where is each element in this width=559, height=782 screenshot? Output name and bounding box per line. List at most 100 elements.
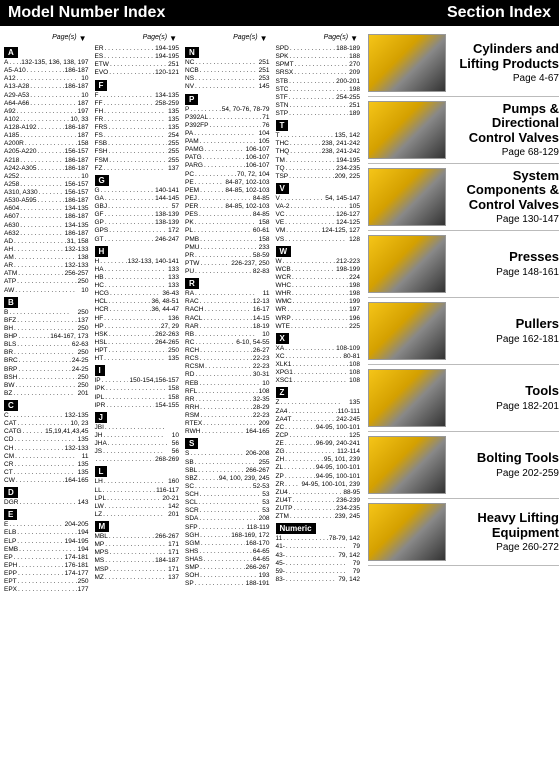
index-entry[interactable]: A630. . . . . . . . . . . . . . . . .134… bbox=[4, 222, 89, 230]
index-entry[interactable]: BR. . . . . . . . . . . . . . . . .250 bbox=[4, 349, 89, 357]
index-entry[interactable]: FH. . . . . . . . . . . . . . . . .135 bbox=[95, 108, 180, 116]
index-entry[interactable]: WMC. . . . . . . . . . . . . . . . .199 bbox=[276, 298, 361, 306]
index-entry[interactable]: CH. . . . . . . . . . . . . . . . .132-1… bbox=[4, 445, 89, 453]
index-entry[interactable]: SCH. . . . . . . . . . . . . . . . .53 bbox=[185, 491, 270, 499]
index-entry[interactable]: A13-A28. . . . . . . . . . . . . . . . .… bbox=[4, 83, 89, 91]
index-entry[interactable]: HP. . . . . . . . . . . . . . . . .27, 2… bbox=[95, 323, 180, 331]
index-entry[interactable]: XSC1. . . . . . . . . . . . . . . . .108 bbox=[276, 377, 361, 385]
index-entry[interactable]: CM. . . . . . . . . . . . . . . . .11 bbox=[4, 453, 89, 461]
index-entry[interactable]: GP. . . . . . . . . . . . . . . . .138-1… bbox=[95, 219, 180, 227]
index-entry[interactable]: RWH. . . . . . . . . . . . . . . . .164-… bbox=[185, 428, 270, 436]
index-entry[interactable]: ZC. . . . . . . . . . . . . . . . .94-95… bbox=[276, 424, 361, 432]
index-entry[interactable]: AW. . . . . . . . . . . . . . . . .10 bbox=[4, 287, 89, 295]
index-entry[interactable]: NCB. . . . . . . . . . . . . . . . .251 bbox=[185, 67, 270, 75]
category-row[interactable]: PressesPage 148-161 bbox=[368, 231, 559, 298]
index-entry[interactable]: FS. . . . . . . . . . . . . . . . .254 bbox=[95, 132, 180, 140]
index-entry[interactable]: VC. . . . . . . . . . . . . . . . .126-1… bbox=[276, 211, 361, 219]
index-entry[interactable]: SGM. . . . . . . . . . . . . . . . .168-… bbox=[185, 540, 270, 548]
index-entry[interactable]: A29-A53. . . . . . . . . . . . . . . . .… bbox=[4, 92, 89, 100]
index-entry[interactable]: SHS. . . . . . . . . . . . . . . . .64-6… bbox=[185, 548, 270, 556]
index-entry[interactable]: P392AL. . . . . . . . . . . . . . . . .7… bbox=[185, 114, 270, 122]
index-entry[interactable]: P392FP. . . . . . . . . . . . . . . . .7… bbox=[185, 122, 270, 130]
index-entry[interactable]: HT. . . . . . . . . . . . . . . . .135 bbox=[95, 355, 180, 363]
index-entry[interactable]: RCSM. . . . . . . . . . . . . . . . .22-… bbox=[185, 363, 270, 371]
index-entry[interactable]: 41-. . . . . . . . . . . . . . . . .79 bbox=[276, 543, 361, 551]
index-entry[interactable]: ZCP. . . . . . . . . . . . . . . . .125 bbox=[276, 432, 361, 440]
index-entry[interactable]: NC. . . . . . . . . . . . . . . . .251 bbox=[185, 59, 270, 67]
index-entry[interactable]: SPD. . . . . . . . . . . . . . . . .188-… bbox=[276, 45, 361, 53]
index-entry[interactable]: 59-. . . . . . . . . . . . . . . . .79 bbox=[276, 568, 361, 576]
index-entry[interactable]: 43-. . . . . . . . . . . . . . . . .79, … bbox=[276, 552, 361, 560]
category-row[interactable]: ToolsPage 182-201 bbox=[368, 365, 559, 432]
dropdown-icon[interactable]: ▼ bbox=[169, 34, 177, 43]
index-entry[interactable]: LZ. . . . . . . . . . . . . . . . .201 bbox=[95, 511, 180, 519]
index-entry[interactable]: RTEX. . . . . . . . . . . . . . . . .209 bbox=[185, 420, 270, 428]
index-entry[interactable]: ZG. . . . . . . . . . . . . . . . .112-1… bbox=[276, 448, 361, 456]
index-entry[interactable]: RCS. . . . . . . . . . . . . . . . .22-2… bbox=[185, 355, 270, 363]
index-entry[interactable]: RSM. . . . . . . . . . . . . . . . .22-2… bbox=[185, 412, 270, 420]
index-entry[interactable]: TSP. . . . . . . . . . . . . . . . .209,… bbox=[276, 173, 361, 181]
index-entry[interactable]: HPT. . . . . . . . . . . . . . . . .250 bbox=[95, 347, 180, 355]
index-entry[interactable]: WHR. . . . . . . . . . . . . . . . .198 bbox=[276, 290, 361, 298]
index-entry[interactable]: HB. . . . . . . . . . . . . . . . .133 bbox=[95, 274, 180, 282]
index-entry[interactable]: MPS. . . . . . . . . . . . . . . . .171 bbox=[95, 549, 180, 557]
index-entry[interactable]: EPP. . . . . . . . . . . . . . . . .174-… bbox=[4, 570, 89, 578]
index-entry[interactable]: A5-A10. . . . . . . . . . . . . . . . .1… bbox=[4, 67, 89, 75]
index-entry[interactable]: ZU4T. . . . . . . . . . . . . . . . .236… bbox=[276, 497, 361, 505]
index-entry[interactable]: ZA4T. . . . . . . . . . . . . . . . .242… bbox=[276, 416, 361, 424]
index-entry[interactable]: ZUTP. . . . . . . . . . . . . . . . .234… bbox=[276, 505, 361, 513]
index-entry[interactable]: PARG. . . . . . . . . . . . . . . . .106… bbox=[185, 162, 270, 170]
index-entry[interactable]: ELB. . . . . . . . . . . . . . . . .194 bbox=[4, 529, 89, 537]
index-entry[interactable]: ATP. . . . . . . . . . . . . . . . .250 bbox=[4, 278, 89, 286]
index-entry[interactable]: HSK. . . . . . . . . . . . . . . . .262-… bbox=[95, 331, 180, 339]
index-entry[interactable]: WCB. . . . . . . . . . . . . . . . .198-… bbox=[276, 266, 361, 274]
index-entry[interactable]: 83-. . . . . . . . . . . . . . . . .79, … bbox=[276, 576, 361, 584]
index-entry[interactable]: ER. . . . . . . . . . . . . . . . .194-1… bbox=[95, 45, 180, 53]
index-entry[interactable]: FF. . . . . . . . . . . . . . . . .258-2… bbox=[95, 100, 180, 108]
index-entry[interactable]: WRP. . . . . . . . . . . . . . . . .196 bbox=[276, 315, 361, 323]
index-entry[interactable]: FSH. . . . . . . . . . . . . . . . .255 bbox=[95, 148, 180, 156]
index-entry[interactable]: ZTM. . . . . . . . . . . . . . . . .239,… bbox=[276, 513, 361, 521]
index-entry[interactable]: SPK. . . . . . . . . . . . . . . . .188 bbox=[276, 53, 361, 61]
index-entry[interactable]: PES. . . . . . . . . . . . . . . . .84-8… bbox=[185, 211, 270, 219]
category-row[interactable]: Cylinders and Lifting ProductsPage 4-67 bbox=[368, 30, 559, 97]
index-entry[interactable]: A200R. . . . . . . . . . . . . . . . .15… bbox=[4, 140, 89, 148]
index-entry[interactable]: JHA. . . . . . . . . . . . . . . . .56 bbox=[95, 440, 180, 448]
index-entry[interactable]: MSP. . . . . . . . . . . . . . . . .171 bbox=[95, 566, 180, 574]
index-entry[interactable]: PAMG. . . . . . . . . . . . . . . . .106… bbox=[185, 146, 270, 154]
index-entry[interactable]: A252. . . . . . . . . . . . . . . . .10 bbox=[4, 173, 89, 181]
index-entry[interactable]: ATM. . . . . . . . . . . . . . . . .256-… bbox=[4, 270, 89, 278]
index-entry[interactable]: SP. . . . . . . . . . . . . . . . .188-1… bbox=[185, 580, 270, 588]
index-entry[interactable]: LW. . . . . . . . . . . . . . . . .142 bbox=[95, 503, 180, 511]
index-entry[interactable]: BRC. . . . . . . . . . . . . . . . .24-2… bbox=[4, 357, 89, 365]
index-entry[interactable]: BHP. . . . . . . . . . . . . . . . .164-… bbox=[4, 333, 89, 341]
index-entry[interactable]: PU. . . . . . . . . . . . . . . . .82-83 bbox=[185, 268, 270, 276]
index-entry[interactable]: HC. . . . . . . . . . . . . . . . .133 bbox=[95, 282, 180, 290]
index-entry[interactable]: AR. . . . . . . . . . . . . . . . .132-1… bbox=[4, 262, 89, 270]
index-entry[interactable]: DGR. . . . . . . . . . . . . . . . .143 bbox=[4, 499, 89, 507]
index-entry[interactable]: XA. . . . . . . . . . . . . . . . .108-1… bbox=[276, 345, 361, 353]
index-entry[interactable]: RD. . . . . . . . . . . . . . . . .30-31 bbox=[185, 371, 270, 379]
index-entry[interactable]: SFP. . . . . . . . . . . . . . . . .118-… bbox=[185, 524, 270, 532]
index-entry[interactable]: A102. . . . . . . . . . . . . . . . .10,… bbox=[4, 116, 89, 124]
index-entry[interactable]: WR. . . . . . . . . . . . . . . . .197 bbox=[276, 306, 361, 314]
dropdown-icon[interactable]: ▼ bbox=[260, 34, 268, 43]
index-entry[interactable]: STP. . . . . . . . . . . . . . . . .189 bbox=[276, 110, 361, 118]
index-entry[interactable]: SPMT. . . . . . . . . . . . . . . . .270 bbox=[276, 61, 361, 69]
index-entry[interactable]: STN. . . . . . . . . . . . . . . . .251 bbox=[276, 102, 361, 110]
index-entry[interactable]: AD. . . . . . . . . . . . . . . . .31, 1… bbox=[4, 238, 89, 246]
index-entry[interactable]: SHAS. . . . . . . . . . . . . . . . .64-… bbox=[185, 556, 270, 564]
index-entry[interactable]: RRH. . . . . . . . . . . . . . . . .28-2… bbox=[185, 404, 270, 412]
index-entry[interactable]: XLK1. . . . . . . . . . . . . . . . .108 bbox=[276, 361, 361, 369]
index-entry[interactable]: SB. . . . . . . . . . . . . . . . .255 bbox=[185, 459, 270, 467]
index-entry[interactable]: PA. . . . . . . . . . . . . . . . .104 bbox=[185, 130, 270, 138]
index-entry[interactable]: HF. . . . . . . . . . . . . . . . .136 bbox=[95, 315, 180, 323]
index-entry[interactable]: GBJ. . . . . . . . . . . . . . . . .57 bbox=[95, 203, 180, 211]
index-entry[interactable]: TM. . . . . . . . . . . . . . . . .194-1… bbox=[276, 157, 361, 165]
index-entry[interactable]: CR. . . . . . . . . . . . . . . . .135 bbox=[4, 461, 89, 469]
index-entry[interactable]: BZ. . . . . . . . . . . . . . . . .201 bbox=[4, 390, 89, 398]
index-entry[interactable]: MS. . . . . . . . . . . . . . . . .184-1… bbox=[95, 557, 180, 565]
index-entry[interactable]: BH. . . . . . . . . . . . . . . . .250 bbox=[4, 325, 89, 333]
index-entry[interactable]: A. . . . . . . . . . . . . . . . ..132-1… bbox=[4, 59, 89, 67]
index-entry[interactable]: RACL. . . . . . . . . . . . . . . . .14-… bbox=[185, 315, 270, 323]
